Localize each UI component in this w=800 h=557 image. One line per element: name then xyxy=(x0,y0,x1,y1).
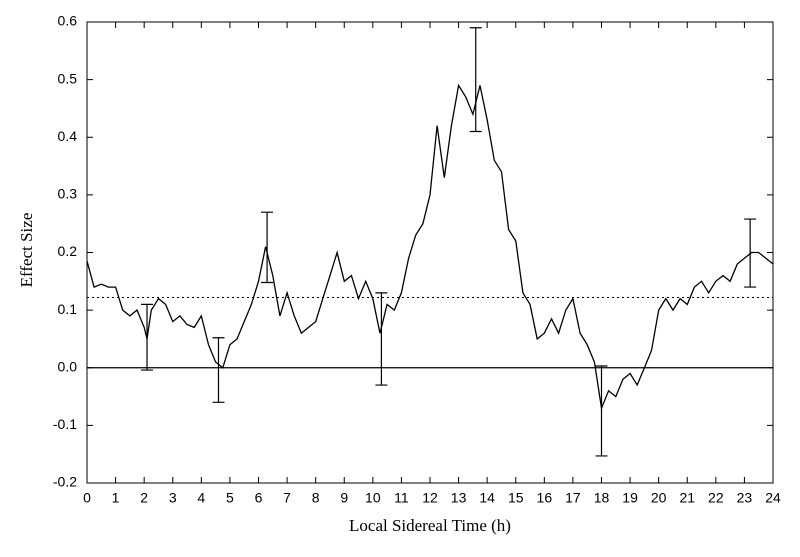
x-tick-label: 8 xyxy=(312,490,320,506)
x-tick-label: 18 xyxy=(594,490,610,506)
x-tick-label: 24 xyxy=(765,490,781,506)
x-tick-label: 9 xyxy=(340,490,348,506)
x-tick-label: 5 xyxy=(226,490,234,506)
x-tick-label: 16 xyxy=(537,490,553,506)
error-bar xyxy=(375,292,388,386)
x-tick-label: 12 xyxy=(422,490,438,506)
y-tick-label: -0.1 xyxy=(53,416,77,432)
y-tick-label: 0.1 xyxy=(58,301,78,317)
y-tick-label: 0.0 xyxy=(58,358,78,374)
x-tick-label: 19 xyxy=(622,490,638,506)
x-tick-label: 7 xyxy=(283,490,291,506)
x-tick-label: 13 xyxy=(451,490,467,506)
x-tick-label: 4 xyxy=(197,490,205,506)
error-bar xyxy=(212,337,225,403)
x-tick-label: 21 xyxy=(679,490,695,506)
error-bar xyxy=(141,303,154,371)
x-tick-label: 0 xyxy=(83,490,91,506)
x-tick-label: 3 xyxy=(169,490,177,506)
x-tick-label: 20 xyxy=(651,490,667,506)
error-bar xyxy=(261,211,274,284)
y-tick-label: 0.5 xyxy=(58,70,78,86)
error-bar xyxy=(595,365,608,457)
y-tick-label: -0.2 xyxy=(53,474,77,490)
x-axis-title: Local Sidereal Time (h) xyxy=(349,516,511,535)
x-tick-label: 17 xyxy=(565,490,581,506)
y-axis-title: Effect Size xyxy=(17,213,36,288)
x-tick-label: 2 xyxy=(140,490,148,506)
x-tick-label: 6 xyxy=(255,490,263,506)
x-tick-label: 14 xyxy=(479,490,495,506)
y-tick-label: 0.2 xyxy=(58,243,78,259)
x-tick-label: 22 xyxy=(708,490,724,506)
x-tick-label: 23 xyxy=(737,490,753,506)
x-tick-label: 15 xyxy=(508,490,524,506)
y-tick-label: 0.3 xyxy=(58,186,78,202)
y-tick-label: 0.4 xyxy=(58,128,78,144)
error-bar xyxy=(469,27,482,133)
y-tick-label: 0.6 xyxy=(58,13,78,29)
x-tick-label: 10 xyxy=(365,490,381,506)
x-tick-label: 11 xyxy=(394,490,409,506)
data-line xyxy=(86,83,774,411)
x-tick-label: 1 xyxy=(112,490,120,506)
plot-frame xyxy=(86,21,774,484)
error-bar xyxy=(744,218,757,288)
